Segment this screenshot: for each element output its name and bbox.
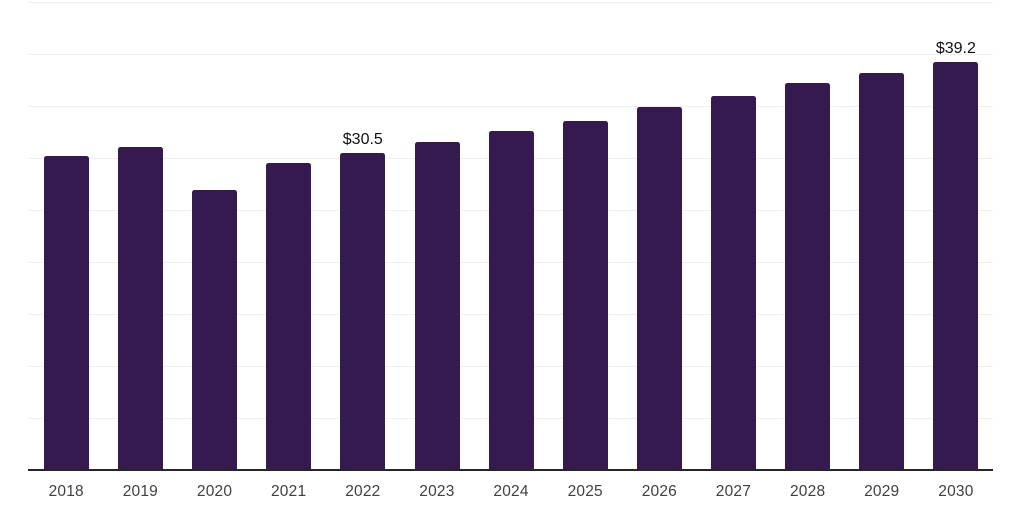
x-tick-label-2024: 2024 xyxy=(493,483,529,500)
gridline-35 xyxy=(28,106,993,107)
x-tick-label-2019: 2019 xyxy=(122,483,158,500)
x-tick-label-2023: 2023 xyxy=(419,483,455,500)
bar-2029[interactable] xyxy=(859,72,905,470)
x-tick-label-2025: 2025 xyxy=(567,483,603,500)
bar-2022[interactable] xyxy=(340,152,386,470)
x-tick-label-2020: 2020 xyxy=(196,483,233,500)
x-tick-label-2018: 2018 xyxy=(48,483,84,500)
bar-2028[interactable] xyxy=(785,83,831,470)
bar-2026[interactable] xyxy=(636,107,682,470)
x-tick-label-2028: 2028 xyxy=(789,483,826,500)
x-tick-label-2027: 2027 xyxy=(715,483,752,500)
bar-2025[interactable] xyxy=(562,120,608,470)
bar-2020[interactable] xyxy=(192,190,237,470)
bar-2024[interactable] xyxy=(488,131,534,470)
gridline-45 xyxy=(28,2,993,3)
gridline-40 xyxy=(28,54,993,55)
bar-2018[interactable] xyxy=(43,155,89,470)
bar-2021[interactable] xyxy=(266,163,312,470)
bar-value-label-2022: $30.5 xyxy=(342,130,383,148)
bar-2030[interactable] xyxy=(933,62,979,470)
bar-2019[interactable] xyxy=(117,146,163,470)
x-tick-label-2026: 2026 xyxy=(641,483,677,500)
x-axis-line xyxy=(28,469,993,471)
x-tick-label-2022: 2022 xyxy=(345,483,381,500)
bar-2023[interactable] xyxy=(414,142,460,470)
x-tick-label-2021: 2021 xyxy=(270,483,307,500)
bar-2027[interactable] xyxy=(711,95,756,470)
bar-value-label-2030: $39.2 xyxy=(935,40,976,58)
x-tick-label-2029: 2029 xyxy=(864,483,900,500)
x-tick-label-2030: 2030 xyxy=(938,483,974,500)
